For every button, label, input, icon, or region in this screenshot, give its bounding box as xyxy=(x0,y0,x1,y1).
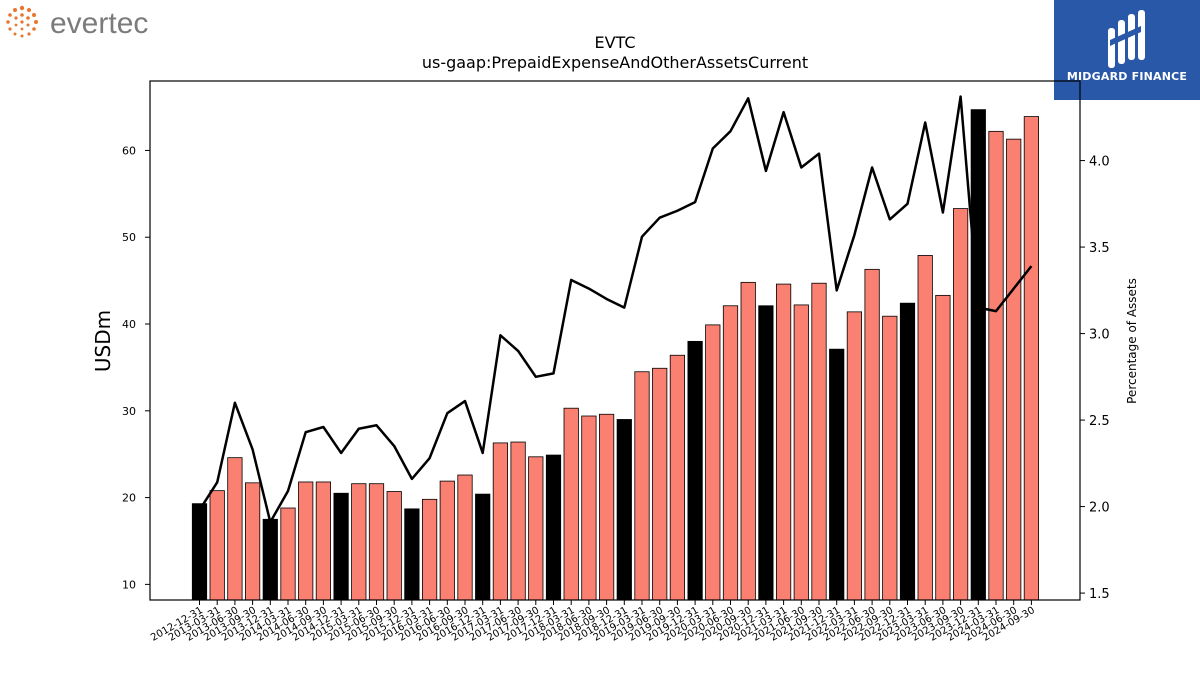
bar xyxy=(421,498,438,601)
midgard-finance-logo: MIDGARD FINANCE xyxy=(1054,0,1200,100)
bar xyxy=(581,415,597,601)
bar-series xyxy=(191,109,1039,601)
bar xyxy=(917,255,933,601)
y-axis-label: USDm xyxy=(91,310,115,372)
bar xyxy=(492,442,509,601)
bar xyxy=(404,508,420,601)
y2-axis-label: Percentage of Assets xyxy=(1125,278,1139,404)
bar xyxy=(669,354,686,601)
y2-tick-label: 2.0 xyxy=(1089,501,1110,516)
bar xyxy=(758,305,774,601)
bar xyxy=(616,419,632,601)
bar xyxy=(864,268,880,601)
bar xyxy=(793,304,809,601)
bar xyxy=(563,407,579,601)
y2-tick-label: 3.5 xyxy=(1089,241,1110,256)
bar xyxy=(722,305,739,601)
bar xyxy=(510,441,526,601)
bar xyxy=(935,294,951,601)
bar xyxy=(209,490,225,601)
y-axis-right: 1.5 2.0 2.5 3.0 3.5 4.0 xyxy=(1080,155,1110,602)
bar xyxy=(262,518,278,601)
y-axis-left: 10 20 30 40 50 60 xyxy=(122,144,150,591)
y-tick-label: 20 xyxy=(122,492,136,505)
bar xyxy=(368,483,385,601)
bar xyxy=(953,208,969,601)
bar xyxy=(599,413,615,601)
bar xyxy=(882,315,898,601)
bar xyxy=(298,481,314,601)
y-tick-label: 60 xyxy=(122,144,136,157)
bar xyxy=(351,483,367,601)
bar xyxy=(1023,116,1039,601)
y-tick-label: 50 xyxy=(122,231,136,244)
y2-tick-label: 1.5 xyxy=(1089,587,1110,602)
bar xyxy=(829,348,845,601)
bar xyxy=(970,109,986,601)
bar xyxy=(705,324,721,601)
y2-tick-label: 4.0 xyxy=(1089,155,1110,170)
bar xyxy=(227,457,243,601)
bar xyxy=(811,282,827,601)
chart-subtitle: us-gaap:PrepaidExpenseAndOtherAssetsCurr… xyxy=(422,53,808,72)
bar xyxy=(386,491,402,601)
bar xyxy=(899,302,916,601)
bar xyxy=(988,130,1004,601)
bar xyxy=(846,311,863,601)
bar xyxy=(652,367,668,601)
bar xyxy=(634,371,650,601)
bar xyxy=(457,474,473,601)
bar xyxy=(1006,138,1022,601)
evertec-logo: evertec xyxy=(6,5,148,40)
y-tick-label: 30 xyxy=(122,405,136,418)
bar xyxy=(475,493,491,601)
bar xyxy=(528,456,544,601)
percentage-line xyxy=(198,95,1033,524)
midgard-m-mark-icon xyxy=(1108,10,1145,68)
y2-tick-label: 3.0 xyxy=(1089,328,1110,343)
bar xyxy=(333,492,349,601)
evertec-wordmark: evertec xyxy=(50,7,148,40)
evertec-dot-mark-icon xyxy=(6,5,38,38)
bar xyxy=(545,454,562,601)
y-tick-label: 40 xyxy=(122,318,136,331)
x-axis: 2012-12-312013-03-312013-06-302013-09-30… xyxy=(149,600,1037,644)
bar xyxy=(687,340,703,601)
bar xyxy=(244,482,261,601)
chart-title: EVTC xyxy=(594,33,635,52)
bar xyxy=(439,480,455,601)
bar xyxy=(280,507,296,601)
bar xyxy=(776,283,792,601)
y-tick-label: 10 xyxy=(122,578,136,591)
bar xyxy=(191,503,208,601)
y2-tick-label: 2.5 xyxy=(1089,414,1110,429)
bar xyxy=(740,281,756,601)
plot-frame xyxy=(149,80,1081,601)
midgard-wordmark: MIDGARD FINANCE xyxy=(1066,70,1188,83)
bar xyxy=(315,481,332,601)
